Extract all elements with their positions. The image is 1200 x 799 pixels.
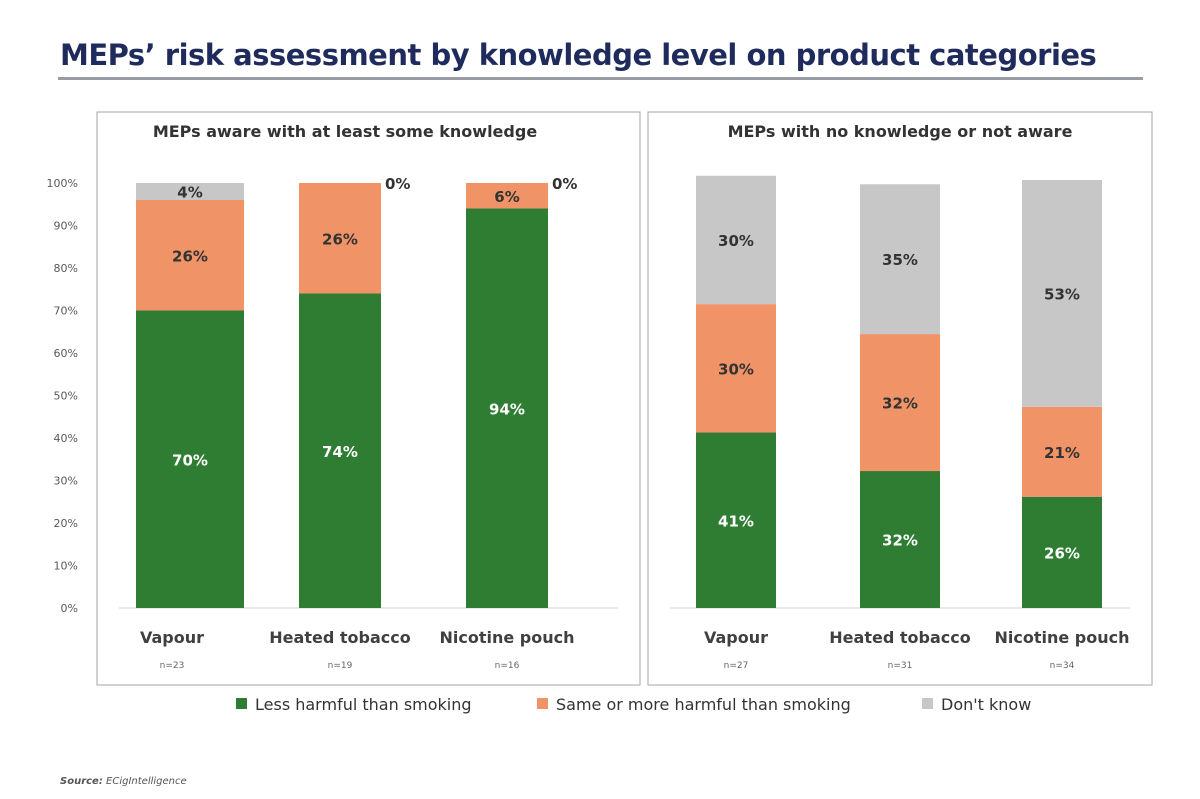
panel-title: MEPs with no knowledge or not aware: [728, 122, 1073, 141]
category-label: Nicotine pouch: [439, 628, 574, 647]
category-label: Vapour: [704, 628, 768, 647]
y-tick-label: 90%: [54, 220, 78, 233]
y-tick-label: 50%: [54, 390, 78, 403]
legend-swatch: [236, 698, 247, 709]
data-label: 35%: [882, 251, 918, 269]
data-label: 32%: [882, 532, 918, 550]
legend-label: Less harmful than smoking: [255, 695, 472, 714]
bar-segment: [466, 183, 548, 209]
bar-segment: [696, 304, 776, 433]
legend-swatch: [922, 698, 933, 709]
y-tick-label: 70%: [54, 305, 78, 318]
bar-segment: [696, 175, 776, 305]
sample-size-label: n=23: [160, 661, 185, 671]
bar-segment: [136, 183, 244, 200]
y-tick-label: 0%: [61, 602, 78, 615]
bar-segment: [299, 293, 381, 608]
bar-segment: [696, 432, 776, 608]
bar-segment: [1022, 496, 1102, 608]
panel-border: [96, 111, 641, 686]
bar-segment: [466, 208, 548, 608]
category-label: Vapour: [140, 628, 204, 647]
data-label: 26%: [1044, 544, 1080, 562]
data-label: 94%: [489, 400, 525, 418]
category-label: Heated tobacco: [829, 628, 970, 647]
data-label: 30%: [718, 360, 754, 378]
title-divider: [58, 77, 1143, 80]
source-label: Source:: [60, 776, 103, 787]
data-label: 4%: [177, 184, 202, 202]
page-title: MEPs’ risk assessment by knowledge level…: [60, 38, 1097, 72]
data-label: 26%: [172, 247, 208, 265]
legend-label: Same or more harmful than smoking: [556, 695, 851, 714]
data-label: 32%: [882, 395, 918, 413]
data-label: 70%: [172, 451, 208, 469]
data-label: 0%: [552, 175, 577, 193]
source-note: Source: ECigIntelligence: [60, 776, 187, 787]
data-label: 30%: [718, 232, 754, 250]
sample-size-label: n=31: [888, 661, 913, 671]
y-tick-label: 100%: [47, 177, 78, 190]
bar-segment: [136, 200, 244, 311]
bar-segment: [1022, 180, 1102, 407]
y-tick-label: 10%: [54, 560, 78, 573]
legend-swatch: [537, 698, 548, 709]
y-tick-label: 80%: [54, 262, 78, 275]
data-label: 53%: [1044, 285, 1080, 303]
panel-border: [647, 111, 1153, 686]
sample-size-label: n=34: [1050, 661, 1075, 671]
data-label: 74%: [322, 443, 358, 461]
data-label: 26%: [322, 230, 358, 248]
y-tick-label: 60%: [54, 347, 78, 360]
panel-title: MEPs aware with at least some knowledge: [153, 122, 538, 141]
data-label: 0%: [385, 175, 410, 193]
category-label: Nicotine pouch: [994, 628, 1129, 647]
bar-segment: [136, 310, 244, 608]
bar-segment: [860, 334, 940, 472]
sample-size-label: n=27: [724, 661, 749, 671]
legend-label: Don't know: [941, 695, 1031, 714]
data-label: 6%: [494, 188, 519, 206]
bar-segment: [860, 471, 940, 608]
data-label: 21%: [1044, 444, 1080, 462]
source-value: ECigIntelligence: [106, 776, 187, 787]
y-tick-label: 40%: [54, 432, 78, 445]
sample-size-label: n=19: [328, 661, 353, 671]
y-tick-label: 20%: [54, 517, 78, 530]
bar-segment: [299, 183, 381, 294]
data-label: 41%: [718, 512, 754, 530]
bar-segment: [1022, 406, 1102, 497]
bar-segment: [860, 184, 940, 335]
category-label: Heated tobacco: [269, 628, 410, 647]
y-tick-label: 30%: [54, 475, 78, 488]
sample-size-label: n=16: [495, 661, 520, 671]
